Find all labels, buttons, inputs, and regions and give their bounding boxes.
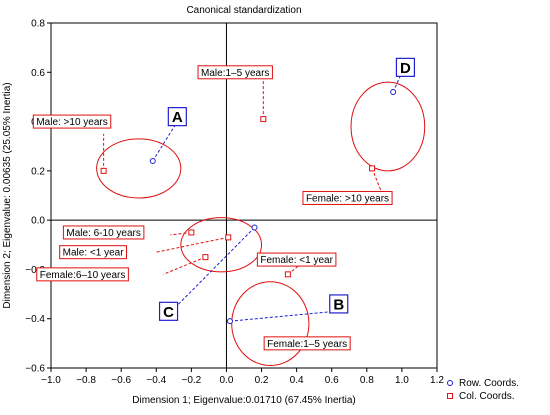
legend-label: Col. Coords. [459, 391, 515, 402]
cluster-ellipses [96, 81, 426, 367]
x-tick-label: 0.2 [255, 375, 269, 386]
callout-text: Female:6–10 years [40, 270, 126, 281]
col-point [225, 234, 232, 241]
chart-title: Canonical standardization [186, 5, 301, 16]
plot-frame [50, 22, 438, 369]
x-tick-label: −0.8 [76, 375, 96, 386]
col-callout: Female: >10 years [302, 190, 393, 205]
connector-line [156, 236, 229, 253]
row-point [390, 89, 397, 95]
legend-square-marker [447, 393, 453, 399]
x-tick-label: −1.0 [41, 375, 61, 386]
y-tick-label: 0.2 [31, 166, 45, 177]
col-callout: Male: 6-10 years [62, 225, 145, 240]
col-point [100, 167, 107, 174]
callout-box [256, 252, 337, 267]
col-callout: Female: <1 year [256, 252, 337, 267]
x-tick-label: 0.6 [325, 375, 339, 386]
x-tick-label: −0.2 [181, 375, 201, 386]
zero-lines [51, 23, 437, 368]
y-tick-label: 0.8 [31, 19, 45, 30]
label-connectors [103, 72, 403, 344]
callout-box [395, 57, 416, 77]
row-callout: D [395, 57, 416, 77]
y-tick-label: −0.4 [25, 314, 45, 325]
callout-text: Male: <1 year [63, 248, 125, 259]
col-point [369, 165, 376, 172]
row-point [251, 224, 258, 231]
x-tick-label: −0.4 [146, 375, 166, 386]
x-tick-label: −0.6 [111, 375, 131, 386]
callout-text: C [163, 304, 174, 321]
callout-text: Male: 6-10 years [66, 228, 140, 239]
x-tick-label: 1.0 [395, 375, 409, 386]
col-callout: Female:1–5 years [263, 336, 351, 351]
row-callout: A [167, 107, 187, 127]
row-callout: C [158, 301, 179, 321]
row-callout: B [329, 294, 349, 314]
connector-line [371, 168, 382, 191]
y-tick-label: 0.6 [31, 68, 45, 79]
col-point [202, 254, 209, 261]
plot-axes: −1.0 −0.8 −0.6 −0.4 −0.2 0.0 0.2 0.4 0.6 0.8 1.0 1.… [25, 19, 444, 387]
col-point [188, 229, 195, 236]
legend-label: Row. Coords. [459, 378, 519, 389]
row-point [149, 158, 156, 164]
y-tick-label: 0.0 [31, 216, 45, 227]
y-tick-label: −0.6 [25, 364, 45, 375]
callout-box [36, 267, 129, 282]
row-point [226, 318, 233, 325]
col-callout: Male: >10 years [32, 114, 112, 129]
callout-text: Male:1–5 years [201, 68, 269, 79]
connector-line [170, 231, 192, 236]
y-tick-label: −0.2 [25, 265, 45, 276]
callout-text: B [333, 296, 344, 313]
cluster-ellipse [350, 81, 426, 172]
callout-text: Female: <1 year [260, 255, 333, 266]
connector-line [152, 121, 178, 162]
callout-text: Male: >10 years [36, 117, 107, 128]
x-tick-label: 1.2 [430, 375, 444, 386]
callout-text: Female: >10 years [306, 193, 389, 204]
callout-text: Female:1–5 years [267, 339, 347, 350]
callout-box [158, 301, 179, 321]
x-tick-label: 0.0 [220, 375, 234, 386]
callout-box [329, 294, 349, 314]
x-tick-label: 0.8 [360, 375, 374, 386]
x-axis-label: Dimension 1; Eigenvalue:0.01710 (67.45% … [132, 395, 355, 406]
connector-line [173, 227, 255, 310]
callout-text: A [172, 109, 183, 126]
connector-line [229, 310, 336, 322]
x-tick-label: 0.4 [290, 375, 304, 386]
connector-line [163, 256, 206, 275]
callout-box [302, 190, 393, 205]
callout-text: D [400, 60, 411, 77]
legend-circle-marker [447, 380, 453, 386]
callout-box [197, 65, 273, 80]
legend: Row. Coords. Col. Coords. [447, 378, 519, 402]
callout-box [59, 245, 128, 260]
col-callout: Male: <1 year [59, 245, 128, 260]
col-callout: Male:1–5 years [197, 65, 273, 80]
col-point [284, 271, 291, 278]
callout-box [62, 225, 145, 240]
col-point [260, 116, 267, 123]
cluster-ellipse [231, 281, 310, 367]
cluster-ellipse [180, 217, 263, 273]
cluster-ellipse [96, 138, 182, 199]
callout-box [32, 114, 112, 129]
col-callout: Female:6–10 years [36, 267, 129, 282]
callout-box [263, 336, 351, 351]
callout-box [167, 107, 187, 127]
point-callouts: A B C D Male: >10 years Male:1–5 years Female:… [32, 57, 416, 351]
y-axis-label: Dimension 2; Eigenvalue: 0.00635 (25.05%… [2, 82, 13, 308]
